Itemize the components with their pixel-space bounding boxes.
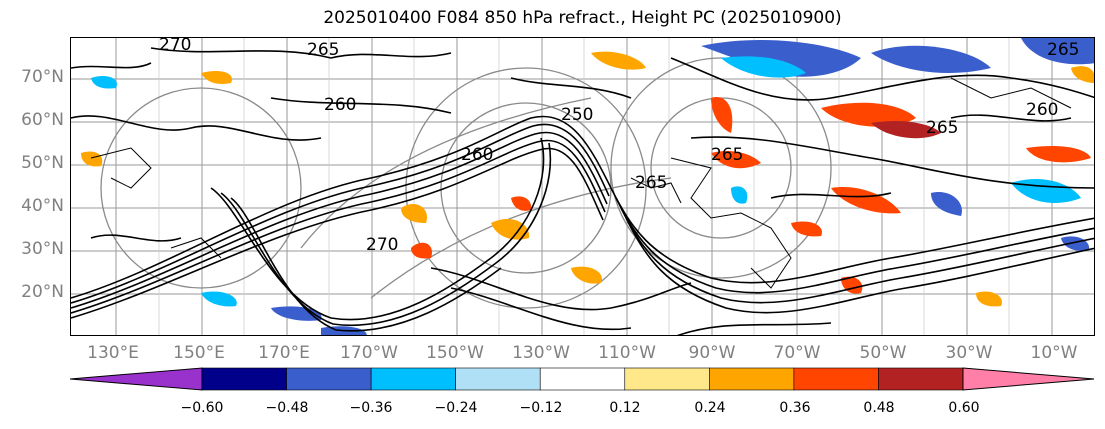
colorbar-box <box>709 367 795 391</box>
contour-label: 265 <box>307 40 339 60</box>
lat-label-60n: 60°N <box>21 110 64 130</box>
lon-label: 50°W <box>859 343 907 363</box>
map-canvas: 270 265 260 250 260 265 265 265 265 260 … <box>71 38 1094 335</box>
contour-label: 250 <box>561 105 593 125</box>
lon-label: 170°E <box>258 343 310 363</box>
lon-label: 170°W <box>340 343 398 363</box>
colorbar-box <box>878 367 964 391</box>
colorbar-box <box>370 367 456 391</box>
colorbar-tick-label: 0.60 <box>948 400 980 416</box>
contour-label: 260 <box>461 145 493 165</box>
colorbar-extend-max <box>962 367 1095 391</box>
height-contours <box>100 57 832 309</box>
contour-label-group: 270 265 260 250 260 265 265 265 265 260 … <box>159 38 1079 255</box>
lat-label-50n: 50°N <box>21 153 64 173</box>
refractivity-contours <box>71 47 1094 335</box>
map-panel: 270 265 260 250 260 265 265 265 265 260 … <box>70 37 1095 336</box>
figure-title: 2025010400 F084 850 hPa refract., Height… <box>323 8 842 28</box>
colorbar-tick-label: −0.12 <box>519 400 563 416</box>
colorbar-tick-label: −0.48 <box>265 400 309 416</box>
colorbar-tick-label: −0.60 <box>180 400 224 416</box>
lon-label: 30°W <box>945 343 993 363</box>
lon-label: 90°W <box>688 343 736 363</box>
colorbar-tick-label: 0.24 <box>694 400 726 416</box>
contour-label: 270 <box>159 38 191 55</box>
colorbar-box <box>201 367 287 391</box>
colorbar-tick-label: −0.36 <box>349 400 393 416</box>
lon-label: 110°W <box>598 343 656 363</box>
contour-label: 265 <box>711 145 743 165</box>
contour-label: 270 <box>366 235 398 255</box>
contour-label: 260 <box>324 95 356 115</box>
lat-label-20n: 20°N <box>21 282 64 302</box>
colorbar <box>70 367 1095 391</box>
contour-label: 260 <box>1026 100 1058 120</box>
lon-label: 130°W <box>512 343 570 363</box>
colorbar-box <box>624 367 710 391</box>
lat-label-30n: 30°N <box>21 239 64 259</box>
contour-label: 265 <box>635 173 667 193</box>
colorbar-tick-label: −0.24 <box>434 400 478 416</box>
refractivity-fill <box>81 38 1094 335</box>
colorbar-tick-label: 0.12 <box>609 400 641 416</box>
colorbar-tick-label: 0.36 <box>779 400 811 416</box>
lon-label: 10°W <box>1030 343 1078 363</box>
lon-label: 150°E <box>173 343 225 363</box>
colorbar-tick-label: 0.48 <box>863 400 895 416</box>
colorbar-box <box>539 367 626 391</box>
contour-label: 265 <box>1047 40 1079 60</box>
lon-label: 150°W <box>426 343 484 363</box>
contour-label: 265 <box>926 118 958 138</box>
colorbar-box <box>793 367 879 391</box>
lat-label-40n: 40°N <box>21 196 64 216</box>
lat-label-70n: 70°N <box>21 67 64 87</box>
colorbar-extend-min <box>70 367 203 391</box>
colorbar-box <box>286 367 372 391</box>
colorbar-box <box>455 367 541 391</box>
coastlines <box>90 77 1072 289</box>
lon-label: 70°W <box>773 343 821 363</box>
lon-label: 130°E <box>87 343 139 363</box>
